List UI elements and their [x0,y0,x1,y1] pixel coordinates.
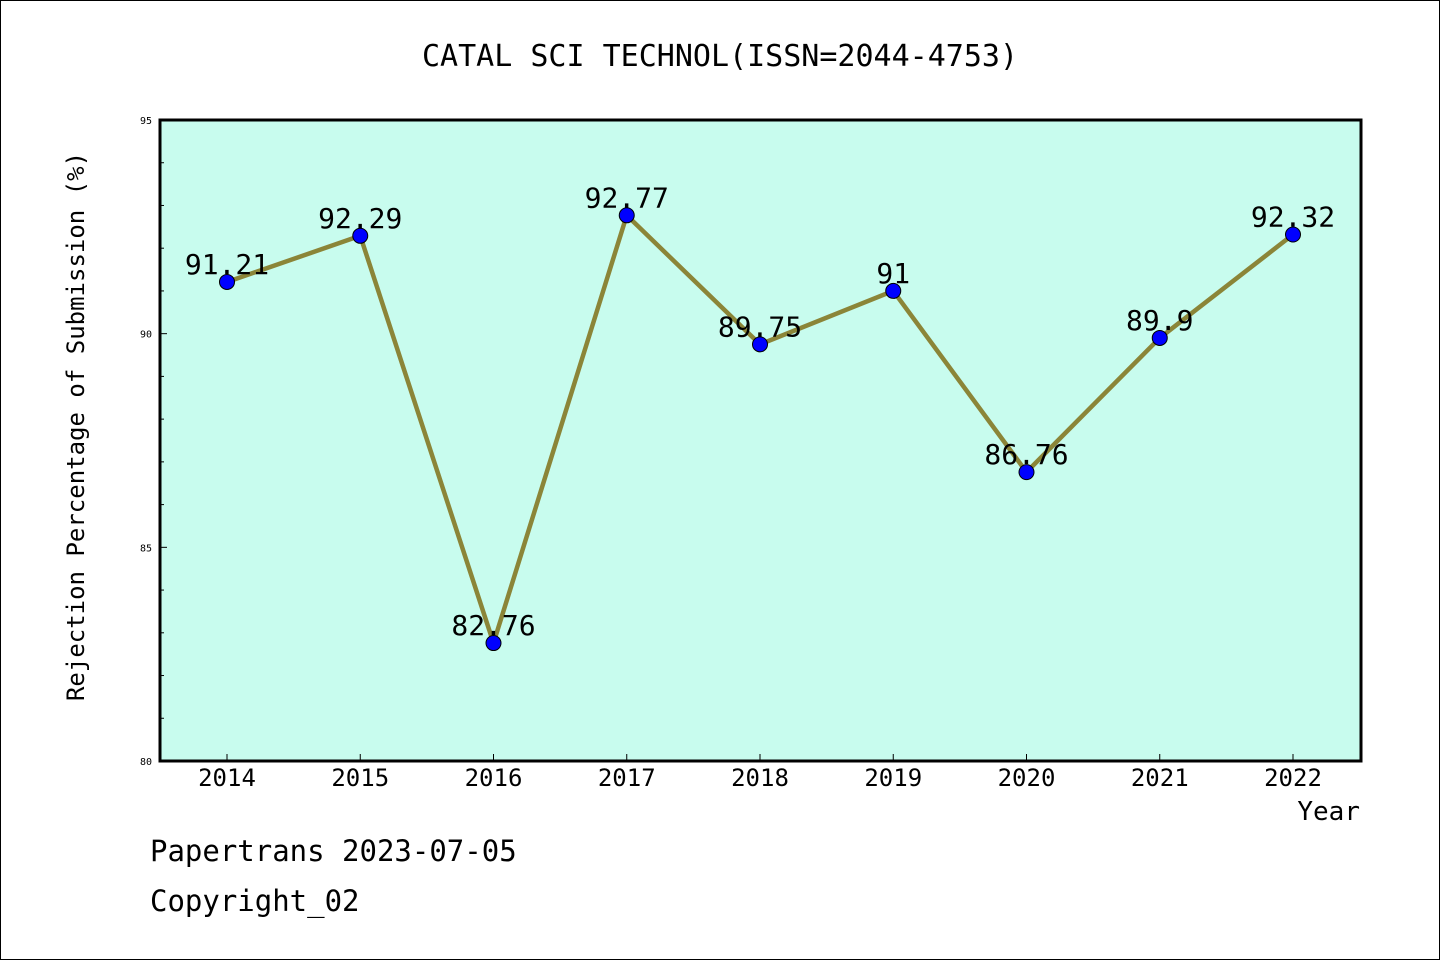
plot-border [158,118,1363,763]
data-point [1285,226,1301,243]
x-tick-label: 2017 [598,764,656,792]
y-tick-label: 80 [140,757,152,768]
footer-date-line: Papertrans 2023-07-05 [150,834,517,868]
plot-area [160,120,1361,761]
y-tick-label: 95 [140,116,152,127]
data-point [485,635,502,652]
data-label: 92.77 [585,181,669,214]
data-point [885,282,902,299]
x-tick-label: 2018 [731,764,789,792]
data-label: 89.9 [1126,304,1193,337]
data-label: 89.75 [718,310,802,343]
x-tick-label: 2020 [998,764,1056,792]
x-tick-label: 2022 [1264,764,1322,792]
footer-copyright-line: Copyright_02 [150,884,360,918]
chart-title: CATAL SCI TECHNOL(ISSN=2044-4753) [422,39,1018,74]
data-point [618,207,635,224]
data-point [752,336,768,353]
data-label: 86.76 [984,438,1068,471]
y-tick-label: 90 [140,330,152,341]
data-label: 82.76 [451,609,535,642]
data-label: 91 [876,257,910,290]
x-tick-label: 2016 [465,764,523,792]
x-axis: 2014 2015 2016 2017 2018 2019 2020 2021 2022 [198,754,1322,792]
data-labels: 91.21 92.29 82.76 92.77 89.75 91 86.76 89.9 92.3… [185,181,1335,642]
x-tick-label: 2019 [864,764,922,792]
x-axis-label: Year [1297,797,1360,827]
data-point [219,273,235,290]
x-tick-label: 2014 [198,764,256,792]
x-tick-label: 2015 [331,764,389,792]
data-label: 92.29 [318,202,402,235]
y-axis-label: Rejection Percentage of Submission (%) [62,152,90,701]
data-label: 92.32 [1251,201,1335,234]
data-label: 91.21 [185,248,269,281]
data-point [1018,464,1035,481]
y-tick-label: 85 [140,543,152,554]
data-point [1151,329,1168,346]
data-markers [219,207,1301,652]
x-tick-label: 2021 [1131,764,1189,792]
data-point [352,227,369,244]
